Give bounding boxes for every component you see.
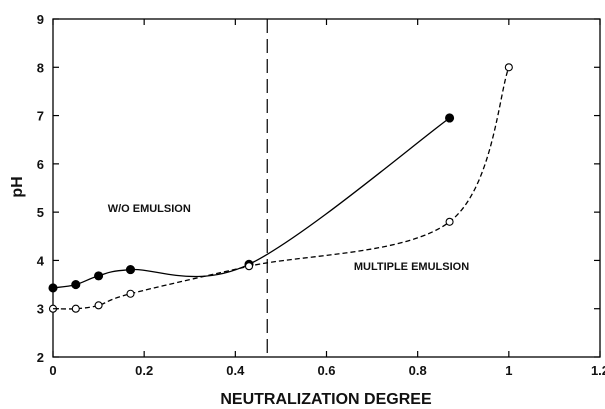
y-tick-label: 3	[37, 302, 44, 317]
y-axis-title: pH	[9, 176, 26, 197]
series-2-point	[244, 262, 254, 271]
series-layer	[48, 63, 513, 313]
y-tick-label: 5	[37, 205, 44, 220]
annotation-layer: W/O EMULSION MULTIPLE EMULSION	[108, 203, 469, 273]
y-tick-label: 4	[37, 253, 45, 268]
y-tick-label: 7	[37, 109, 44, 124]
x-tick-label: 0	[49, 363, 56, 378]
annotation-label: W/O EMULSION	[108, 203, 191, 215]
series-1-point	[445, 113, 455, 123]
annotation-label: MULTIPLE EMULSION	[354, 261, 469, 273]
y-tick-label: 8	[37, 60, 44, 75]
x-tick-label: 0.2	[135, 363, 153, 378]
series-2-line	[52, 67, 510, 310]
y-tick-label: 2	[37, 350, 44, 365]
x-tick-label: 0.8	[409, 363, 427, 378]
series-2	[48, 63, 513, 313]
series-2-point	[445, 217, 454, 226]
series-2-point	[71, 304, 80, 313]
series-2-point	[126, 289, 135, 298]
x-tick-label: 1.2	[591, 363, 605, 378]
tick-layer: 0 0.2 0.4 0.6 0.8 1 1.2 2 3 4 5 6 7 8 9	[37, 12, 605, 378]
x-tick-label: 0.4	[226, 363, 245, 378]
series-1-point	[48, 283, 58, 293]
x-axis-title: NEUTRALIZATION DEGREE	[220, 391, 432, 408]
series-1-point	[94, 271, 104, 281]
y-tick-label: 9	[37, 12, 44, 27]
x-tick-label: 1	[505, 363, 512, 378]
series-2-point	[94, 301, 103, 310]
y-tick-label: 6	[37, 157, 44, 172]
plot-border	[52, 18, 601, 358]
series-1-point	[125, 265, 136, 275]
plot-frame	[52, 18, 601, 358]
x-tick-label: 0.6	[317, 363, 335, 378]
series-1-point	[71, 280, 81, 290]
series-2-point	[504, 63, 513, 72]
